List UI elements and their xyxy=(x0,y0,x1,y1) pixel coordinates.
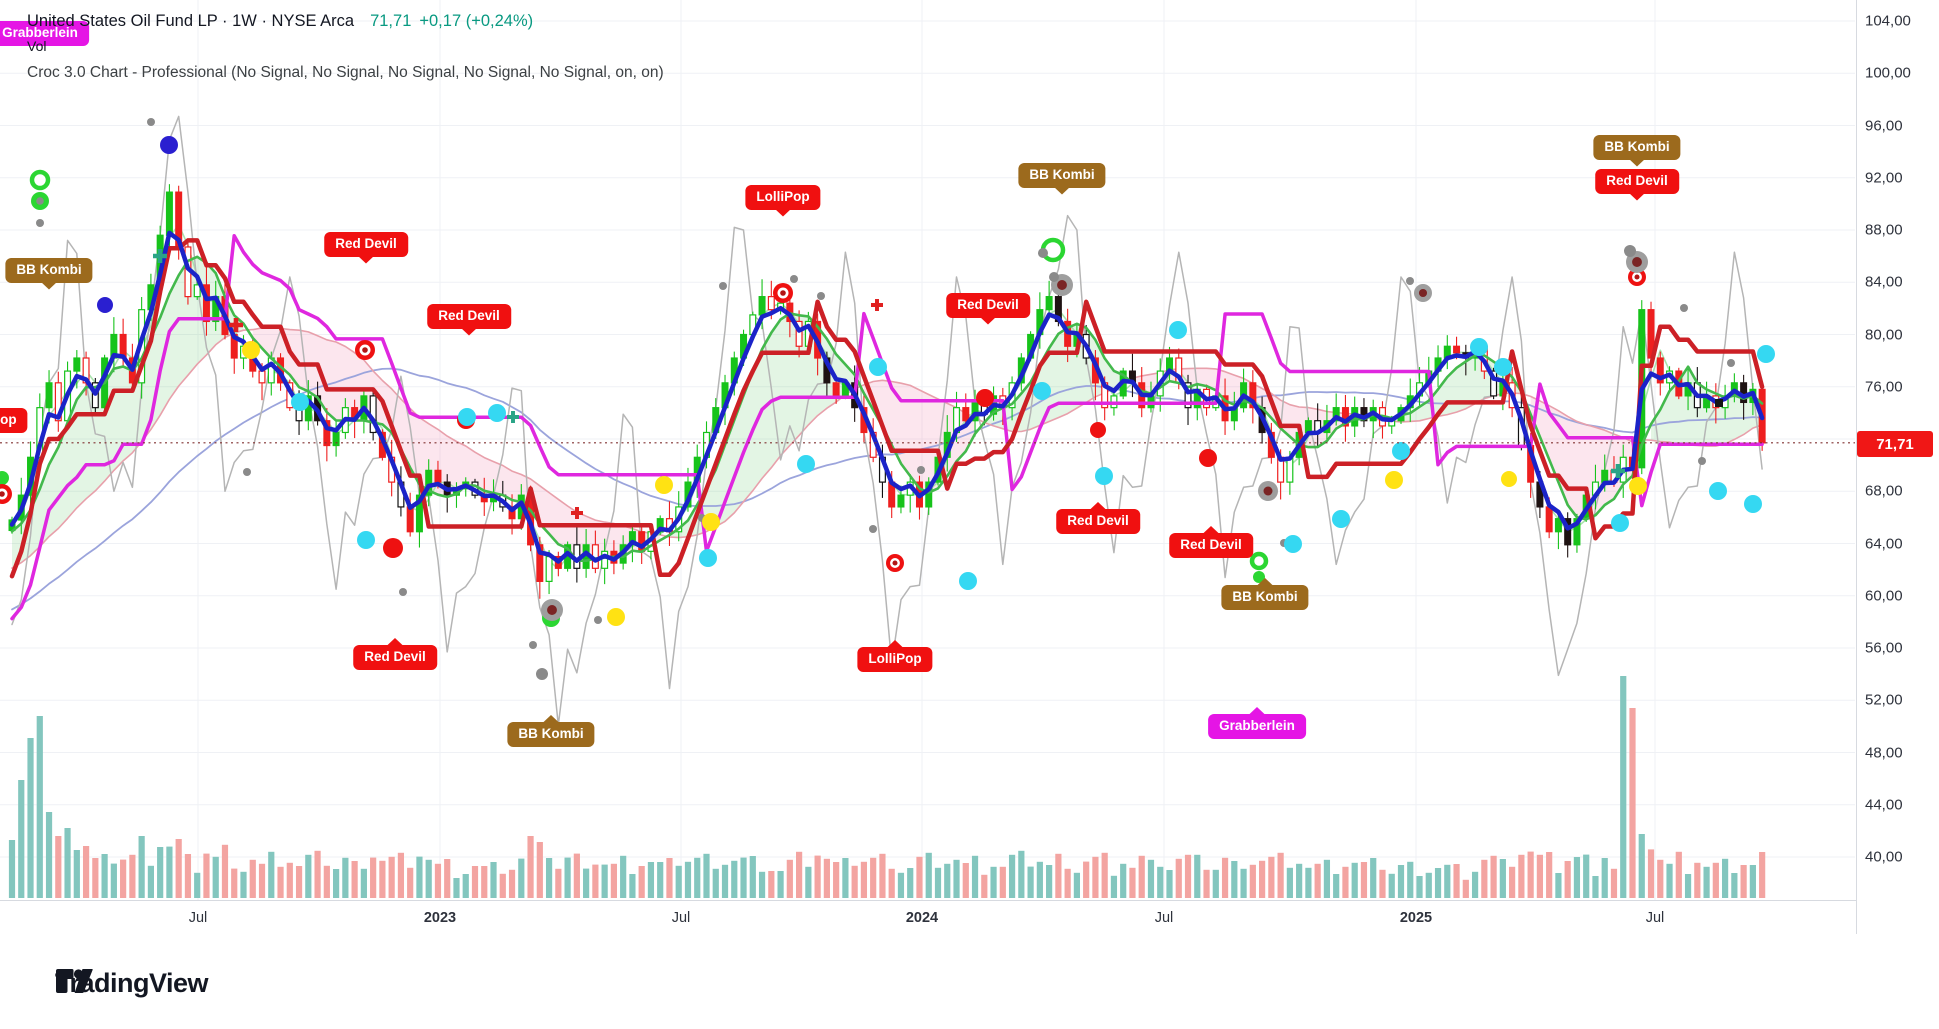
callout-tail xyxy=(979,316,997,325)
time-axis[interactable]: Jul 2023 Jul 2024 Jul 2025 Jul xyxy=(0,900,1856,935)
price-tick-label: 48,00 xyxy=(1865,744,1903,761)
time-tick-label: Jul xyxy=(188,909,208,926)
callout-tail xyxy=(1053,186,1071,195)
time-tick-label: 2023 xyxy=(423,909,457,926)
price-tick-label: 60,00 xyxy=(1865,587,1903,605)
callout-tail xyxy=(886,640,904,648)
price-tick-label: 52,00 xyxy=(1865,691,1903,709)
callout-bb-kombi: BB Kombi xyxy=(5,258,93,290)
callout-grabberlein: Grabberlein xyxy=(1208,707,1306,739)
price-tick-label: 92,00 xyxy=(1865,169,1903,187)
callout-tail xyxy=(386,638,404,646)
callout-bb-kombi: BB Kombi xyxy=(1221,578,1309,610)
time-tick-label: Jul xyxy=(671,909,691,926)
price-tick-label: 68,00 xyxy=(1865,482,1903,500)
callout-red-devil: Red Devil xyxy=(1595,169,1679,201)
price-tick-label: 44,00 xyxy=(1865,796,1903,814)
time-tick-label: Jul xyxy=(1154,909,1174,926)
price-tick-label: 104,00 xyxy=(1865,12,1911,30)
callout-tail xyxy=(1256,578,1274,586)
callout-red-devil: Red Devil xyxy=(353,638,437,670)
price-tick-label: 96,00 xyxy=(1865,117,1903,134)
callout-tail xyxy=(1248,707,1266,715)
tradingview-logo[interactable]: TradingView xyxy=(55,968,209,999)
callout-tail xyxy=(357,255,375,264)
price-tick-label: 76,00 xyxy=(1865,378,1903,396)
callout-red-devil: Red Devil xyxy=(324,232,408,264)
callout-bb-kombi: BB Kombi xyxy=(507,715,595,747)
callout-tail xyxy=(1202,526,1220,534)
callout-tail xyxy=(1628,158,1646,167)
price-tick-label: 80,00 xyxy=(1865,326,1903,343)
footer-bar: TradingView xyxy=(0,934,1939,1029)
price-tick-label: 100,00 xyxy=(1865,64,1911,82)
callout-tail xyxy=(460,327,478,336)
callout-tail xyxy=(542,715,560,723)
price-tick-label: 88,00 xyxy=(1865,221,1903,239)
callout-red-devil: Red Devil xyxy=(427,304,511,336)
last-price-tag: 71,71 xyxy=(1857,431,1933,457)
tradingview-logo-icon xyxy=(56,969,93,993)
callout-bb-kombi: BB Kombi xyxy=(1593,135,1681,167)
callout-red-devil: Red Devil xyxy=(1056,502,1140,534)
callout-grabberlein: Grabberlein xyxy=(0,21,89,46)
price-tick-label: 64,00 xyxy=(1865,535,1903,552)
callout-tail xyxy=(774,208,792,217)
price-tick-label: 40,00 xyxy=(1865,848,1903,866)
callout-bb-kombi: BB Kombi xyxy=(1018,163,1106,195)
time-tick-label: Jul xyxy=(1645,909,1665,926)
callout-red-devil: Red Devil xyxy=(1169,526,1253,558)
callout-lollipop: LolliPop xyxy=(745,185,821,217)
price-tick-label: 84,00 xyxy=(1865,273,1903,291)
price-axis[interactable]: 104,00 100,00 96,00 92,00 88,00 84,00 80,00 76,… xyxy=(1856,0,1939,934)
callout-tail xyxy=(1628,192,1646,201)
time-tick-label: 2024 xyxy=(905,909,939,926)
callout-tail xyxy=(1089,502,1107,510)
price-tick-label: 56,00 xyxy=(1865,639,1903,657)
callout-lollipop: LolliPop xyxy=(857,640,933,672)
callout-red-devil: Red Devil xyxy=(946,293,1030,325)
callout-tail xyxy=(40,281,58,290)
time-tick-label: 2025 xyxy=(1399,909,1433,926)
callout-lollipop: LolliPop xyxy=(0,408,28,433)
